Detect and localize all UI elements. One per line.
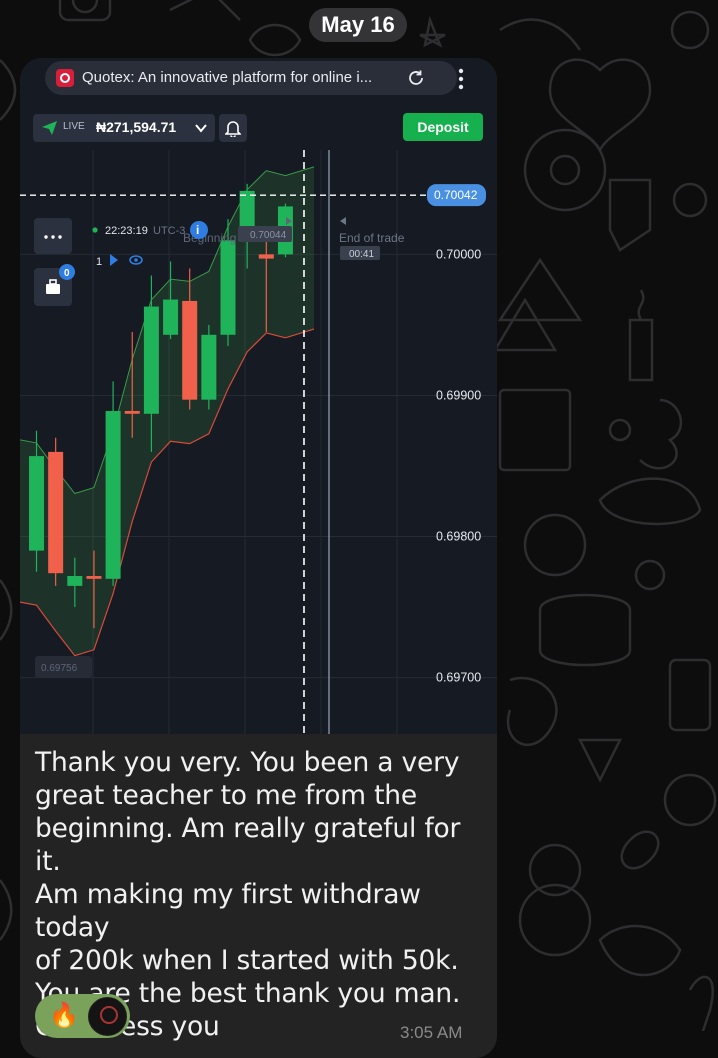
beginning-value-box — [238, 226, 292, 242]
clock-time: 22:23:19 — [105, 225, 148, 237]
beginning-arrow-icon — [286, 217, 292, 225]
play-icon[interactable] — [110, 254, 118, 266]
browser-favicon-icon — [56, 69, 74, 87]
briefcase-icon — [46, 279, 60, 294]
candle-body — [220, 240, 236, 335]
y-tick-label: 0.69800 — [436, 530, 481, 544]
candle-body — [67, 576, 83, 586]
y-tick-label: 0.70000 — [436, 247, 481, 261]
candle-body — [86, 576, 102, 579]
account-balance: ₦271,594.71 — [96, 119, 177, 135]
bell-icon — [225, 121, 241, 137]
screenshot-image[interactable]: Quotex: An innovative platform for onlin… — [20, 58, 497, 734]
clock-timezone: UTC-3 — [153, 225, 185, 237]
message-time: 3:05 AM — [400, 1023, 463, 1042]
low-marker-box — [35, 656, 92, 678]
reaction-chip[interactable]: 🔥 — [35, 994, 130, 1038]
y-axis-ticks: 0.70000 0.69900 0.69800 0.69700 — [436, 247, 481, 684]
indicator-band — [20, 166, 314, 656]
y-tick-label: 0.69900 — [436, 388, 481, 402]
account-selector[interactable]: LIVE ₦271,594.71 — [33, 114, 215, 142]
indicator-lower-line — [20, 328, 315, 657]
account-mode: LIVE — [63, 121, 85, 132]
end-arrow-icon — [340, 217, 346, 225]
kebab-menu-icon[interactable] — [452, 68, 470, 92]
browser-tab-title: Quotex: An innovative platform for onlin… — [82, 69, 373, 86]
info-badge-text: i — [196, 223, 199, 237]
info-icon[interactable] — [190, 221, 208, 239]
trading-toolbar: LIVE ₦271,594.71 Deposit — [20, 106, 497, 150]
beginning-of-trade-value: 0.70044 — [250, 230, 287, 241]
end-of-trade-label: End of trade — [339, 231, 405, 245]
trades-badge — [59, 264, 75, 280]
candle-body — [258, 254, 274, 259]
fire-icon: 🔥 — [49, 1001, 79, 1029]
indicator-upper-line — [20, 166, 315, 495]
end-timer-box — [340, 246, 380, 260]
candle-body — [182, 300, 198, 400]
chat-wallpaper — [0, 0, 717, 1031]
candles-group — [29, 183, 293, 629]
notifications-button[interactable] — [219, 114, 247, 142]
candle-body — [124, 410, 140, 414]
candle-body — [105, 410, 121, 579]
y-tick-label: 0.69700 — [436, 671, 481, 685]
trades-badge-count: 0 — [64, 268, 70, 279]
reload-icon[interactable] — [407, 69, 425, 87]
candle-body — [163, 299, 179, 335]
current-price-value: 0.70042 — [434, 188, 478, 202]
more-dots-icon — [44, 235, 62, 239]
candle-body — [48, 451, 64, 574]
candle-body — [29, 456, 44, 551]
date-separator: May 16 — [309, 8, 407, 42]
current-price-tag — [427, 184, 486, 207]
more-dot — [58, 235, 62, 239]
avatar — [88, 997, 127, 1036]
open-trade-count: 1 — [96, 256, 102, 268]
deposit-button[interactable]: Deposit — [403, 113, 483, 141]
candle-body — [201, 334, 217, 400]
paper-plane-icon — [42, 121, 57, 135]
message-bubble[interactable]: Quotex: An innovative platform for onlin… — [20, 58, 497, 1058]
end-timer: 00:41 — [349, 249, 374, 260]
browser-address-bar[interactable]: Quotex: An innovative platform for onlin… — [45, 61, 457, 95]
more-dot — [44, 235, 48, 239]
more-dot — [51, 235, 55, 239]
eye-icon[interactable] — [129, 255, 143, 265]
status-dot-icon — [92, 227, 98, 233]
chevron-down-icon — [195, 124, 207, 133]
chart-grid — [20, 150, 497, 734]
low-marker-value: 0.69756 — [41, 663, 78, 674]
candle-body — [143, 306, 159, 414]
